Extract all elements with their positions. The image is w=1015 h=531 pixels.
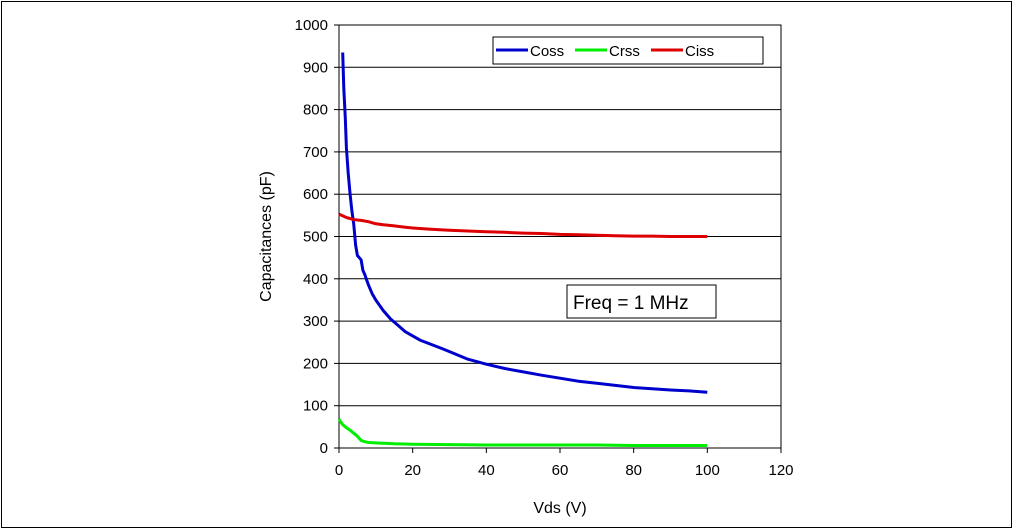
y-tick-label-800: 800 <box>303 102 328 119</box>
series-line-ciss <box>338 212 708 238</box>
annotation-box <box>566 284 717 319</box>
y-tick-label-500: 500 <box>303 229 328 246</box>
y-axis-title: Capacitances (pF) <box>258 171 275 302</box>
y-tick-label-1000: 1000 <box>295 17 328 34</box>
y-tick-label-400: 400 <box>303 271 328 288</box>
y-tick-label-600: 600 <box>303 186 328 203</box>
frequency-annotation: Freq = 1 MHz <box>566 284 717 319</box>
legend-label-ciss: Ciss <box>685 43 714 60</box>
x-tick-label-60: 60 <box>552 462 569 479</box>
x-tick-label-100: 100 <box>695 462 720 479</box>
axis-ticks: 0 100 200 300 400 500 600 700 800 900 1000 0 20 40 60 8… <box>295 17 794 479</box>
gridlines <box>339 66 781 407</box>
legend-box <box>492 36 764 65</box>
series-line-coss <box>341 52 708 394</box>
series-line-crss <box>337 418 708 447</box>
annotation-text: Freq = 1 MHz <box>573 293 689 314</box>
legend: Coss Crss Ciss <box>492 36 764 65</box>
x-axis-title: Vds (V) <box>533 500 586 517</box>
y-tick-label-900: 900 <box>303 59 328 76</box>
x-tick-label-40: 40 <box>478 462 495 479</box>
y-tick-label-200: 200 <box>303 355 328 372</box>
legend-label-coss: Coss <box>530 43 564 60</box>
x-tick-label-120: 120 <box>768 462 793 479</box>
y-tick-label-700: 700 <box>303 144 328 161</box>
x-tick-label-80: 80 <box>625 462 642 479</box>
y-tick-label-0: 0 <box>320 440 328 457</box>
y-tick-label-100: 100 <box>303 398 328 415</box>
y-tick-label-300: 300 <box>303 313 328 330</box>
x-tick-label-0: 0 <box>335 462 343 479</box>
x-tick-label-20: 20 <box>404 462 421 479</box>
series-lines <box>337 52 708 447</box>
legend-label-crss: Crss <box>609 43 640 60</box>
